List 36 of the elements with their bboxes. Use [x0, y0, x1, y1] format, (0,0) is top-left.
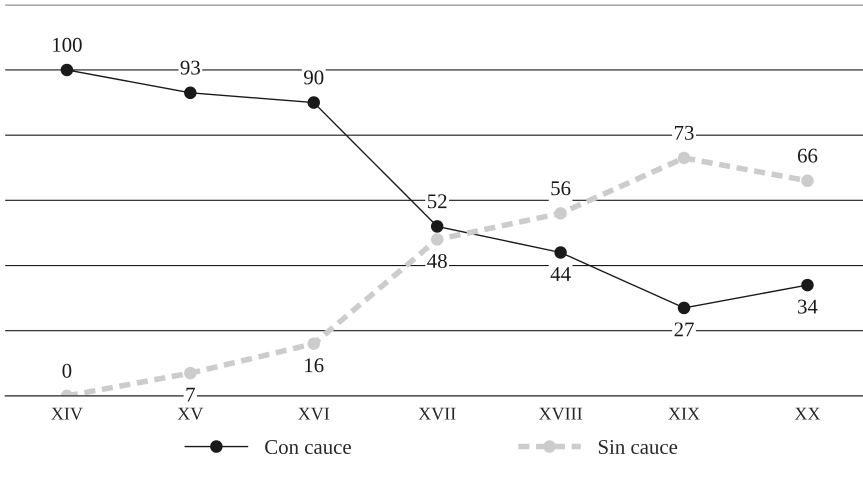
point [184, 86, 197, 100]
point [307, 96, 320, 109]
data-label: 66 [798, 148, 818, 163]
data-label: 56 [551, 181, 570, 196]
x-tick-label: XX [794, 408, 820, 420]
data-label: 0 [62, 364, 72, 378]
point [60, 64, 74, 76]
x-tick-label: XV [178, 408, 204, 420]
point [801, 174, 814, 188]
point [554, 207, 567, 220]
point [307, 338, 320, 350]
point [430, 233, 444, 246]
data-label: 48 [427, 254, 447, 268]
x-tick-label: XVIII [538, 408, 582, 420]
data-label: 16 [305, 358, 324, 372]
data-label: 27 [674, 322, 694, 336]
data-label: 73 [674, 126, 694, 140]
x-tick-label: XIV [51, 408, 83, 420]
data-label: 93 [180, 60, 200, 75]
data-label: 44 [550, 267, 571, 281]
point [554, 246, 567, 259]
point [184, 366, 197, 380]
data-label: 100 [53, 38, 82, 52]
point [801, 278, 814, 292]
data-label: 34 [798, 300, 818, 314]
data-label: 52 [428, 194, 446, 208]
point [678, 302, 690, 314]
legend-label: Sin cauce [598, 440, 678, 454]
legend-label: Con cauce [265, 440, 351, 454]
x-tick-label: XVII [418, 408, 456, 420]
data-label: 7 [186, 388, 195, 402]
data-label: 90 [304, 70, 324, 84]
x-tick-label: XVI [298, 408, 330, 420]
point [678, 152, 690, 164]
point [430, 220, 444, 233]
x-tick-label: XIX [668, 408, 700, 420]
